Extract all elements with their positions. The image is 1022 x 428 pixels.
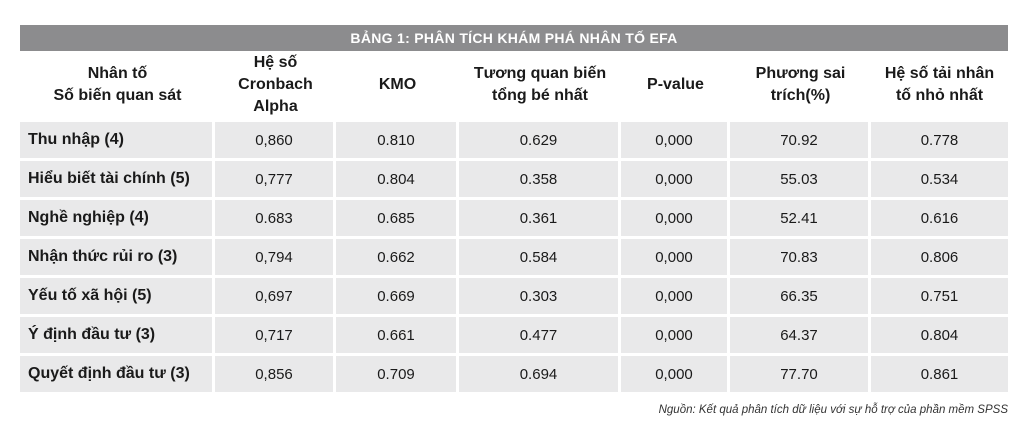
value-cell: 0.778 bbox=[871, 122, 1008, 161]
factor-cell: Nhận thức rủi ro (3) bbox=[20, 239, 215, 278]
efa-table: Nhân tố Số biến quan sát Hệ số Cronbach Alp… bbox=[20, 51, 1008, 395]
value-cell: 52.41 bbox=[730, 200, 871, 239]
value-cell: 0,000 bbox=[621, 200, 730, 239]
column-header-line: tổng bé nhất bbox=[492, 87, 588, 104]
value-cell: 66.35 bbox=[730, 278, 871, 317]
value-cell: 0.669 bbox=[336, 278, 459, 317]
value-cell: 0,000 bbox=[621, 122, 730, 161]
column-header-line: Tương quan biến bbox=[473, 65, 607, 82]
factor-cell: Yếu tố xã hội (5) bbox=[20, 278, 215, 317]
value-cell: 0.804 bbox=[871, 317, 1008, 356]
table-row: Quyết định đầu tư (3) 0,856 0.709 0.694 0,00… bbox=[20, 356, 1008, 395]
header-row: Nhân tố Số biến quan sát Hệ số Cronbach Alp… bbox=[20, 51, 1008, 122]
value-cell: 0.806 bbox=[871, 239, 1008, 278]
value-cell: 0.661 bbox=[336, 317, 459, 356]
value-cell: 0.303 bbox=[459, 278, 621, 317]
table-header: Nhân tố Số biến quan sát Hệ số Cronbach Alp… bbox=[20, 51, 1008, 122]
column-header-line: KMO bbox=[378, 76, 417, 93]
value-cell: 55.03 bbox=[730, 161, 871, 200]
value-cell: 0,000 bbox=[621, 278, 730, 317]
column-header: Tương quan biến tổng bé nhất bbox=[459, 51, 621, 122]
value-cell: 0.751 bbox=[871, 278, 1008, 317]
table-row: Yếu tố xã hội (5) 0,697 0.669 0.303 0,000 66.… bbox=[20, 278, 1008, 317]
table-row: Nghề nghiệp (4) 0.683 0.685 0.361 0,000 52.41… bbox=[20, 200, 1008, 239]
source-note: Nguồn: Kết quả phân tích dữ liệu với sự … bbox=[658, 404, 1008, 416]
value-cell: 0.616 bbox=[871, 200, 1008, 239]
column-header: Phương sai trích(%) bbox=[730, 51, 871, 122]
value-cell: 0,856 bbox=[215, 356, 336, 395]
table-row: Ý định đầu tư (3) 0,717 0.661 0.477 0,000 64.… bbox=[20, 317, 1008, 356]
value-cell: 0.810 bbox=[336, 122, 459, 161]
column-header-line: Hệ số tải nhân bbox=[884, 65, 995, 82]
column-header-line: Phương sai bbox=[755, 65, 846, 82]
value-cell: 0,000 bbox=[621, 239, 730, 278]
column-header: Nhân tố Số biến quan sát bbox=[20, 51, 215, 122]
value-cell: 0.804 bbox=[336, 161, 459, 200]
value-cell: 0.662 bbox=[336, 239, 459, 278]
value-cell: 0.683 bbox=[215, 200, 336, 239]
table-title: BẢNG 1: PHÂN TÍCH KHÁM PHÁ NHÂN TỐ EFA bbox=[20, 25, 1008, 51]
value-cell: 0,000 bbox=[621, 356, 730, 395]
value-cell: 70.83 bbox=[730, 239, 871, 278]
value-cell: 0.534 bbox=[871, 161, 1008, 200]
value-cell: 0.358 bbox=[459, 161, 621, 200]
factor-cell: Nghề nghiệp (4) bbox=[20, 200, 215, 239]
column-header: Hệ số Cronbach Alpha bbox=[215, 51, 336, 122]
table-body: Thu nhập (4) 0,860 0.810 0.629 0,000 70.92 0.7… bbox=[20, 122, 1008, 395]
value-cell: 0,717 bbox=[215, 317, 336, 356]
value-cell: 0.694 bbox=[459, 356, 621, 395]
value-cell: 0.361 bbox=[459, 200, 621, 239]
value-cell: 0.629 bbox=[459, 122, 621, 161]
column-header: P-value bbox=[621, 51, 730, 122]
value-cell: 64.37 bbox=[730, 317, 871, 356]
value-cell: 0,777 bbox=[215, 161, 336, 200]
factor-cell: Hiểu biết tài chính (5) bbox=[20, 161, 215, 200]
value-cell: 0.709 bbox=[336, 356, 459, 395]
column-header-line: Nhân tố bbox=[87, 65, 148, 82]
value-cell: 0.477 bbox=[459, 317, 621, 356]
column-header: KMO bbox=[336, 51, 459, 122]
factor-cell: Thu nhập (4) bbox=[20, 122, 215, 161]
column-header-line: Số biến quan sát bbox=[53, 87, 182, 104]
value-cell: 70.92 bbox=[730, 122, 871, 161]
value-cell: 0,860 bbox=[215, 122, 336, 161]
value-cell: 0.584 bbox=[459, 239, 621, 278]
table-row: Nhận thức rủi ro (3) 0,794 0.662 0.584 0,000… bbox=[20, 239, 1008, 278]
column-header-line: tố nhỏ nhất bbox=[895, 87, 984, 104]
table-row: Thu nhập (4) 0,860 0.810 0.629 0,000 70.92 0.7… bbox=[20, 122, 1008, 161]
column-header-line: P-value bbox=[647, 76, 704, 93]
column-header-line: Hệ số Cronbach bbox=[238, 54, 313, 93]
factor-cell: Ý định đầu tư (3) bbox=[20, 317, 215, 356]
column-header-line: Alpha bbox=[253, 98, 298, 115]
column-header-line: trích(%) bbox=[770, 87, 831, 104]
efa-table-container: BẢNG 1: PHÂN TÍCH KHÁM PHÁ NHÂN TỐ EFA N… bbox=[20, 25, 1008, 395]
value-cell: 0,697 bbox=[215, 278, 336, 317]
value-cell: 0,794 bbox=[215, 239, 336, 278]
value-cell: 77.70 bbox=[730, 356, 871, 395]
column-header: Hệ số tải nhân tố nhỏ nhất bbox=[871, 51, 1008, 122]
value-cell: 0.685 bbox=[336, 200, 459, 239]
value-cell: 0,000 bbox=[621, 161, 730, 200]
value-cell: 0.861 bbox=[871, 356, 1008, 395]
table-row: Hiểu biết tài chính (5) 0,777 0.804 0.358 0,… bbox=[20, 161, 1008, 200]
factor-cell: Quyết định đầu tư (3) bbox=[20, 356, 215, 395]
value-cell: 0,000 bbox=[621, 317, 730, 356]
